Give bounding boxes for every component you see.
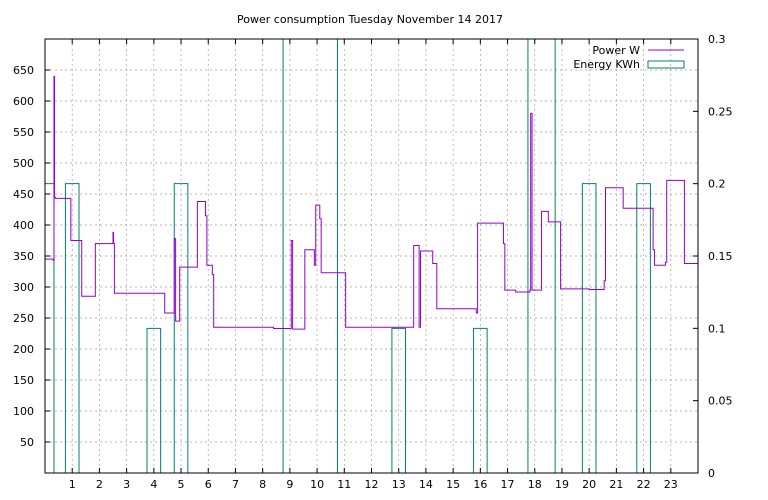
legend: Power W Energy KWh <box>573 44 685 71</box>
x-tick-label: 21 <box>609 478 623 491</box>
legend-swatch-energy <box>647 60 685 69</box>
x-tick-label: 18 <box>528 478 542 491</box>
x-tick-label: 10 <box>310 478 324 491</box>
x-tick-label: 22 <box>637 478 651 491</box>
x-tick-label: 19 <box>555 478 569 491</box>
y-tick-label: 300 <box>13 281 34 294</box>
legend-label-power: Power W <box>592 44 640 57</box>
x-tick-label: 6 <box>205 478 212 491</box>
y2-tick-label: 0.2 <box>708 178 726 191</box>
y2-tick-label: 0.3 <box>708 33 726 46</box>
legend-label-energy: Energy KWh <box>573 58 640 71</box>
y-tick-label: 50 <box>20 436 34 449</box>
y-tick-label: 250 <box>13 312 34 325</box>
x-tick-label: 2 <box>96 478 103 491</box>
x-tick-label: 15 <box>446 478 460 491</box>
x-tick-label: 12 <box>365 478 379 491</box>
x-tick-label: 16 <box>473 478 487 491</box>
y-tick-label: 550 <box>13 126 34 139</box>
axes: 1 2 3 4 5 6 7 8 9 10 11 12 13 14 15 16 17 18 19 20 21 22 23501… <box>13 33 733 491</box>
x-tick-label: 23 <box>664 478 678 491</box>
y2-tick-label: 0 <box>708 467 715 480</box>
y-tick-label: 150 <box>13 374 34 387</box>
x-tick-label: 1 <box>69 478 76 491</box>
y-tick-label: 200 <box>13 343 34 356</box>
x-tick-label: 9 <box>286 478 293 491</box>
y2-tick-label: 0.05 <box>708 395 733 408</box>
chart-title: Power consumption Tuesday November 14 20… <box>237 13 503 26</box>
x-tick-label: 3 <box>123 478 130 491</box>
x-tick-label: 20 <box>582 478 596 491</box>
x-tick-label: 8 <box>259 478 266 491</box>
y-tick-label: 600 <box>13 95 34 108</box>
x-tick-label: 11 <box>337 478 351 491</box>
y2-tick-label: 0.25 <box>708 105 733 118</box>
x-tick-label: 13 <box>392 478 406 491</box>
x-tick-label: 14 <box>419 478 433 491</box>
x-tick-label: 4 <box>150 478 157 491</box>
y-tick-label: 400 <box>13 219 34 232</box>
grid <box>45 39 698 473</box>
x-tick-label: 17 <box>501 478 515 491</box>
y-tick-label: 450 <box>13 188 34 201</box>
x-tick-label: 5 <box>178 478 185 491</box>
series-power-w-line <box>45 75 698 330</box>
y-tick-label: 100 <box>13 405 34 418</box>
y2-tick-label: 0.15 <box>708 250 733 263</box>
x-tick-label: 7 <box>232 478 239 491</box>
y2-tick-label: 0.1 <box>708 322 726 335</box>
y-tick-label: 350 <box>13 250 34 263</box>
y-tick-label: 500 <box>13 157 34 170</box>
y-tick-label: 650 <box>13 64 34 77</box>
